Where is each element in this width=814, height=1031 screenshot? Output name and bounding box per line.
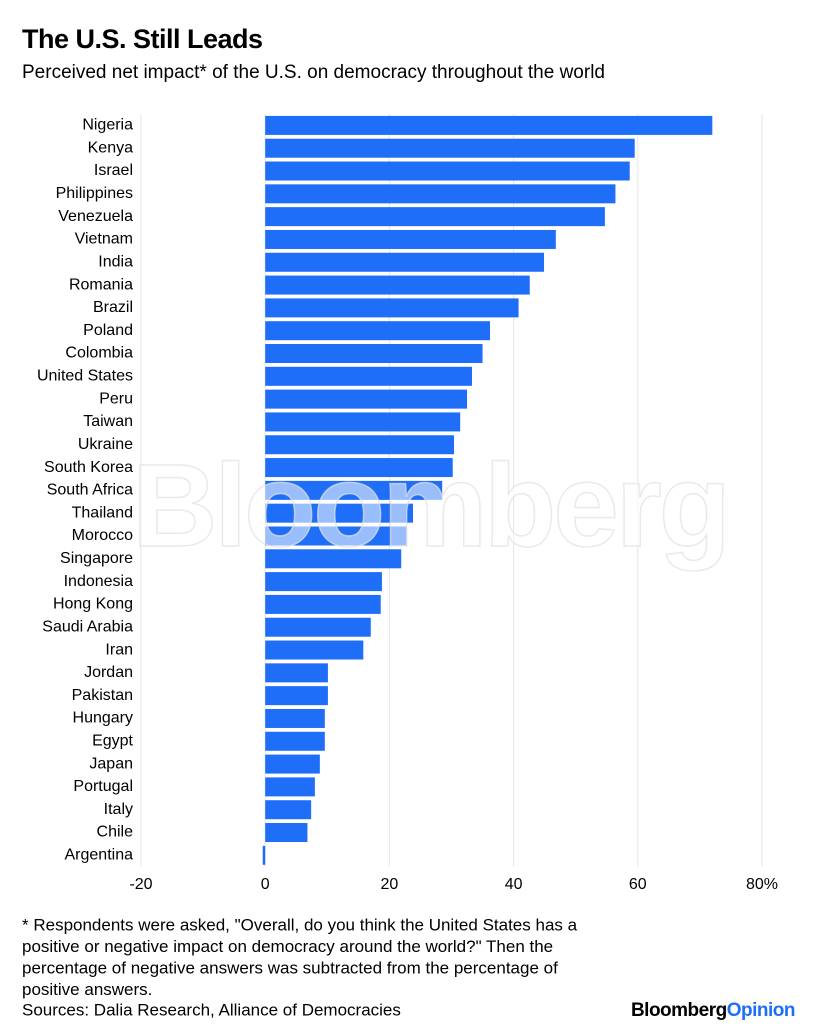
- bar: [265, 823, 308, 843]
- bar: [265, 549, 402, 569]
- bar: [265, 298, 519, 318]
- bar: [265, 389, 468, 409]
- footnote: * Respondents were asked, "Overall, do y…: [22, 915, 578, 934]
- y-tick-label: Portugal: [73, 778, 133, 795]
- x-tick-label: 20: [381, 876, 399, 893]
- y-tick-label: Colombia: [65, 345, 133, 362]
- logo: BloombergOpinion: [631, 1000, 795, 1021]
- chart-title: The U.S. Still Leads: [22, 24, 263, 54]
- bar: [265, 366, 472, 386]
- bar: [265, 777, 315, 797]
- x-tick-label: 0: [261, 876, 270, 893]
- bar: [265, 184, 616, 204]
- y-tick-label: Italy: [104, 801, 133, 818]
- bar: [265, 731, 325, 751]
- bar: [265, 458, 453, 478]
- bar: [265, 617, 371, 637]
- y-tick-label: Vietnam: [75, 231, 133, 248]
- bar: [265, 115, 713, 135]
- bar: [265, 229, 556, 249]
- bar: [265, 572, 382, 592]
- bar: [265, 435, 454, 455]
- chart-subtitle: Perceived net impact* of the U.S. on dem…: [22, 62, 605, 83]
- bar: [265, 161, 630, 181]
- bar: [265, 800, 312, 820]
- y-tick-label: Israel: [94, 162, 133, 179]
- y-tick-label: Taiwan: [83, 413, 133, 430]
- bar: [265, 526, 407, 546]
- bar: [265, 480, 443, 500]
- x-tick-label: 40: [505, 876, 523, 893]
- y-tick-label: Peru: [99, 390, 133, 407]
- footnote: percentage of negative answers was subtr…: [22, 958, 558, 977]
- y-tick-label: Philippines: [56, 185, 133, 202]
- y-tick-label: South Africa: [47, 482, 133, 499]
- x-tick-label: -20: [129, 876, 152, 893]
- y-tick-label: Pakistan: [72, 687, 133, 704]
- y-tick-label: Venezuela: [58, 208, 133, 225]
- bar: [265, 503, 413, 523]
- bar: [265, 686, 328, 706]
- bar: [265, 640, 364, 660]
- y-tick-label: Singapore: [60, 550, 133, 567]
- x-tick-label: 60: [629, 876, 647, 893]
- bar: [265, 138, 635, 158]
- y-tick-label: India: [98, 253, 133, 270]
- y-tick-label: Indonesia: [64, 573, 133, 590]
- bar: [265, 663, 328, 683]
- y-tick-label: Iran: [105, 641, 133, 658]
- y-tick-label: Chile: [97, 824, 134, 841]
- y-tick-label: United States: [37, 368, 133, 385]
- y-tick-label: Kenya: [88, 139, 133, 156]
- y-tick-label: Hungary: [73, 710, 133, 727]
- footnote: positive or negative impact on democracy…: [22, 937, 553, 956]
- y-tick-label: Brazil: [93, 299, 133, 316]
- y-tick-label: Hong Kong: [53, 596, 133, 613]
- bar: [265, 754, 320, 774]
- watermark: Bloomberg: [132, 440, 728, 572]
- y-tick-label: Ukraine: [78, 436, 133, 453]
- bar: [265, 207, 605, 227]
- y-tick-label: Saudi Arabia: [42, 618, 133, 635]
- logo-accent: Opinion: [727, 1000, 795, 1021]
- y-tick-label: Jordan: [84, 664, 133, 681]
- bar: [265, 321, 491, 341]
- bar: [265, 594, 381, 614]
- y-tick-label: Thailand: [72, 504, 133, 521]
- bar: [265, 708, 325, 728]
- bar: [265, 275, 530, 295]
- x-tick-label: 80%: [746, 876, 778, 893]
- y-tick-label: Morocco: [72, 527, 133, 544]
- bar: [265, 344, 483, 364]
- source: Sources: Dalia Research, Alliance of Dem…: [22, 1000, 401, 1019]
- logo-main: Bloomberg: [631, 1000, 727, 1021]
- bar: [265, 252, 545, 272]
- y-tick-label: Egypt: [92, 732, 133, 749]
- footnote: positive answers.: [22, 980, 152, 999]
- y-tick-label: Nigeria: [82, 117, 133, 134]
- bar: [265, 412, 461, 432]
- y-tick-label: Poland: [83, 322, 133, 339]
- y-tick-label: Argentina: [65, 847, 134, 864]
- y-tick-label: Japan: [89, 755, 133, 772]
- y-tick-label: Romania: [69, 276, 133, 293]
- bar: [262, 845, 266, 865]
- y-tick-label: South Korea: [44, 459, 133, 476]
